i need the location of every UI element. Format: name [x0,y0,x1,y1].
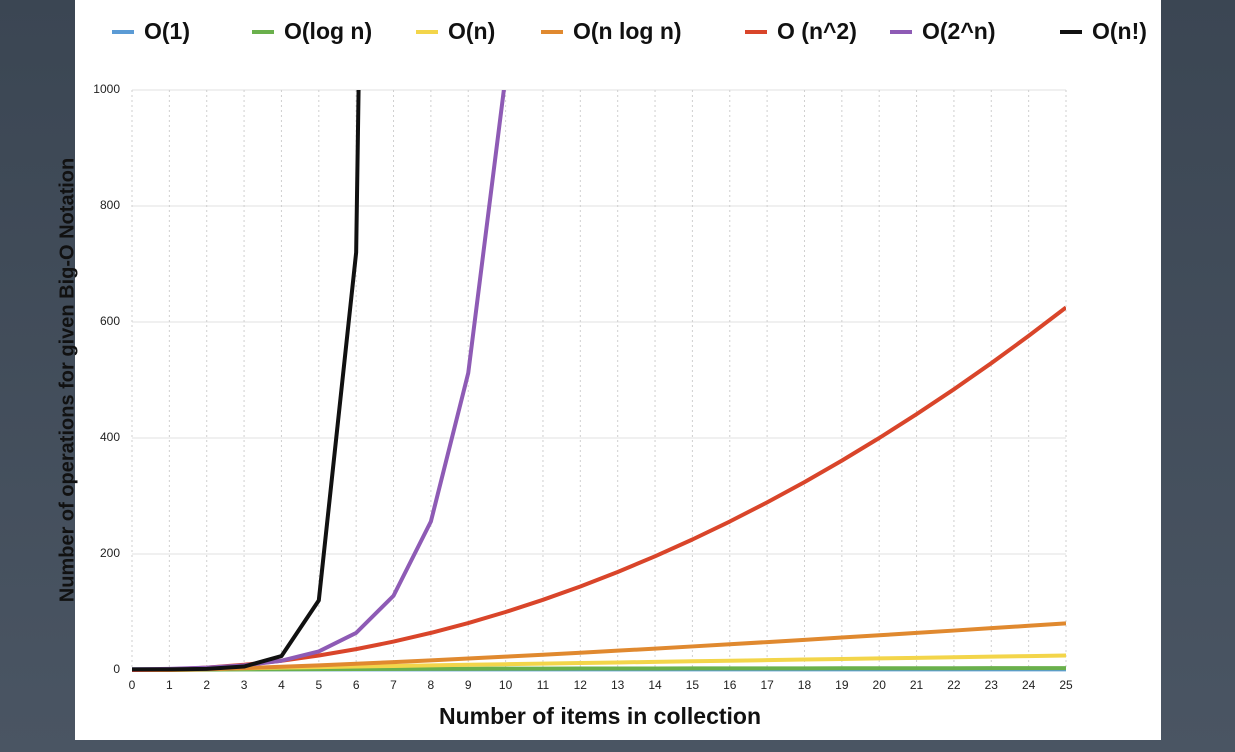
x-tick-label: 17 [760,678,774,692]
legend-label: O(2^n) [922,18,995,44]
series-line [132,90,361,672]
series-line [132,621,1066,672]
x-tick-label: 25 [1059,678,1073,692]
x-tick-label: 16 [723,678,737,692]
x-tick-label: 20 [873,678,887,692]
lines [132,90,1066,672]
legend: O(1) O(log n) O(n) O(n log n) O (n^2) O(2^n) O… [112,18,1147,44]
legend-label: O(n) [448,18,495,44]
x-tick-label: 9 [465,678,472,692]
y-tick-label: 0 [113,662,120,676]
legend-label: O (n^2) [777,18,857,44]
x-tick-label: 2 [203,678,210,692]
x-axis-label: Number of items in collection [439,703,761,729]
x-tick-label: 21 [910,678,924,692]
y-tick-label: 1000 [93,82,120,96]
y-tick-label: 600 [100,314,120,328]
x-tick-label: 3 [241,678,248,692]
x-tick-label: 14 [648,678,662,692]
x-tick-label: 19 [835,678,849,692]
x-tick-label: 10 [499,678,513,692]
y-tick-label: 800 [100,198,120,212]
x-tick-label: 5 [315,678,322,692]
y-axis-label: Number of operations for given Big-O Not… [56,158,78,602]
legend-label: O(n!) [1092,18,1147,44]
x-tick-label: 13 [611,678,625,692]
x-tick-label: 18 [798,678,812,692]
x-tick-label: 1 [166,678,173,692]
legend-label: O(1) [144,18,190,44]
x-tick-label: 24 [1022,678,1036,692]
x-tick-label: 23 [985,678,999,692]
x-tick-label: 6 [353,678,360,692]
y-tick-label: 200 [100,546,120,560]
x-tick-label: 22 [947,678,961,692]
legend-label: O(n log n) [573,18,682,44]
x-tick-label: 0 [129,678,136,692]
x-tick-label: 11 [537,678,550,692]
x-tick-label: 7 [390,678,397,692]
x-tick-label: 12 [574,678,588,692]
x-tick-label: 4 [278,678,285,692]
x-tick-label: 15 [686,678,700,692]
y-tick-label: 400 [100,430,120,444]
legend-label: O(log n) [284,18,372,44]
x-tick-label: 8 [428,678,435,692]
